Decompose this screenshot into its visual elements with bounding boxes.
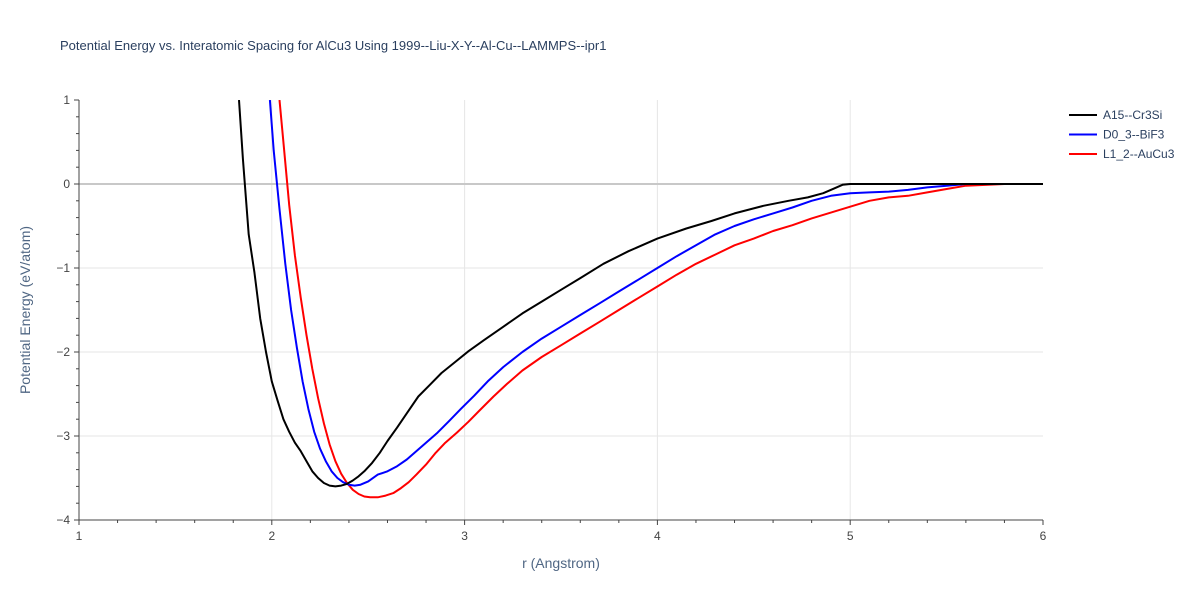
legend-item-label: D0_3--BiF3 bbox=[1103, 128, 1165, 142]
axes bbox=[74, 99, 1044, 525]
y-tick-label: 0 bbox=[63, 177, 70, 191]
series-line-A15--Cr3Si bbox=[238, 100, 1043, 488]
x-tick-label: 2 bbox=[268, 529, 275, 543]
chart-title: Potential Energy vs. Interatomic Spacing… bbox=[60, 38, 606, 53]
plot-area[interactable] bbox=[238, 100, 1043, 499]
x-tick-label: 1 bbox=[76, 529, 83, 543]
y-tick-label: −4 bbox=[56, 513, 70, 527]
x-tick-label: 6 bbox=[1040, 529, 1047, 543]
legend-item-label: A15--Cr3Si bbox=[1103, 108, 1162, 122]
series-line-D0_3--BiF3 bbox=[268, 100, 1043, 487]
y-tick-label: −1 bbox=[56, 261, 70, 275]
y-tick-label: −3 bbox=[56, 429, 70, 443]
series-line-L1_2--AuCu3 bbox=[278, 100, 1043, 499]
y-tick-label: 1 bbox=[63, 93, 70, 107]
x-tick-label: 5 bbox=[847, 529, 854, 543]
tick-labels: 1 2 3 4 5 6 1 0 −1 −2 −3 −4 bbox=[56, 93, 1046, 543]
y-axis-title: Potential Energy (eV/atom) bbox=[17, 226, 33, 394]
x-tick-label: 4 bbox=[654, 529, 661, 543]
y-tick-label: −2 bbox=[56, 345, 70, 359]
legend[interactable]: A15--Cr3Si D0_3--BiF3 L1_2--AuCu3 bbox=[1069, 108, 1175, 161]
x-tick-label: 3 bbox=[461, 529, 468, 543]
legend-item-label: L1_2--AuCu3 bbox=[1103, 147, 1175, 161]
x-axis-title: r (Angstrom) bbox=[522, 555, 600, 571]
